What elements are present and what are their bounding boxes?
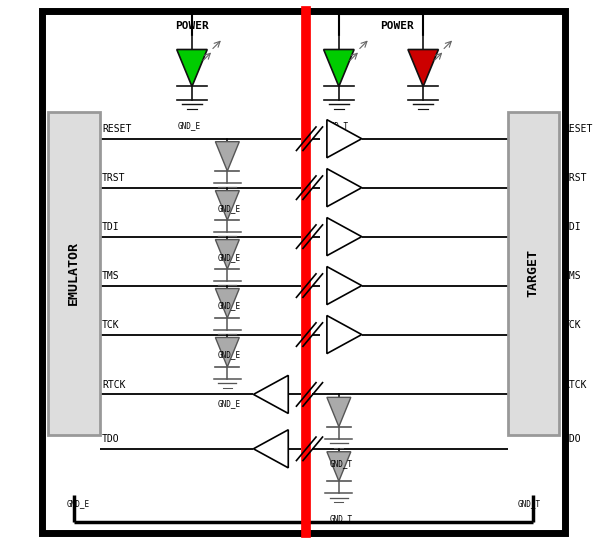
Polygon shape	[215, 288, 239, 318]
Text: RESET: RESET	[563, 125, 593, 134]
Text: POWER: POWER	[381, 21, 414, 31]
Text: TRST: TRST	[563, 174, 587, 183]
Text: TDO: TDO	[563, 435, 581, 444]
Polygon shape	[327, 267, 362, 305]
Text: TARGET: TARGET	[527, 249, 540, 298]
Text: GND_E: GND_E	[218, 301, 241, 311]
Polygon shape	[327, 316, 362, 354]
Polygon shape	[327, 218, 362, 256]
Text: RTCK: RTCK	[563, 380, 587, 390]
Polygon shape	[324, 50, 354, 86]
Text: TRST: TRST	[102, 174, 126, 183]
Text: GND_E: GND_E	[66, 499, 89, 508]
Text: TDO: TDO	[102, 435, 120, 444]
Polygon shape	[215, 190, 239, 220]
Text: GND_T: GND_T	[330, 459, 353, 468]
Text: TDI: TDI	[102, 222, 120, 232]
Bar	[507, 112, 559, 435]
Bar	[48, 112, 100, 435]
Polygon shape	[254, 375, 288, 413]
Polygon shape	[215, 141, 239, 171]
Text: GND_T: GND_T	[518, 499, 541, 508]
Polygon shape	[408, 50, 438, 86]
Text: GND_E: GND_E	[218, 399, 241, 409]
Polygon shape	[215, 337, 239, 367]
Text: EMULATOR: EMULATOR	[67, 242, 80, 305]
Polygon shape	[177, 50, 207, 86]
Text: TMS: TMS	[102, 271, 120, 281]
Polygon shape	[327, 397, 351, 426]
Text: GND_E: GND_E	[218, 350, 241, 360]
Polygon shape	[215, 239, 239, 269]
Text: GND_E: GND_E	[218, 203, 241, 213]
Text: RTCK: RTCK	[102, 380, 126, 390]
Text: TCK: TCK	[102, 320, 120, 330]
Text: RESET: RESET	[102, 125, 132, 134]
Polygon shape	[327, 452, 351, 481]
Text: TMS: TMS	[563, 271, 581, 281]
Text: GND_E: GND_E	[178, 121, 201, 130]
Text: TDI: TDI	[563, 222, 581, 232]
Text: TCK: TCK	[563, 320, 581, 330]
Polygon shape	[327, 169, 362, 207]
Text: GND_T: GND_T	[326, 121, 349, 130]
Text: GND_T: GND_T	[330, 514, 353, 523]
Polygon shape	[254, 430, 288, 468]
Polygon shape	[327, 120, 362, 158]
Text: GND_E: GND_E	[218, 252, 241, 262]
Text: POWER: POWER	[175, 21, 209, 31]
